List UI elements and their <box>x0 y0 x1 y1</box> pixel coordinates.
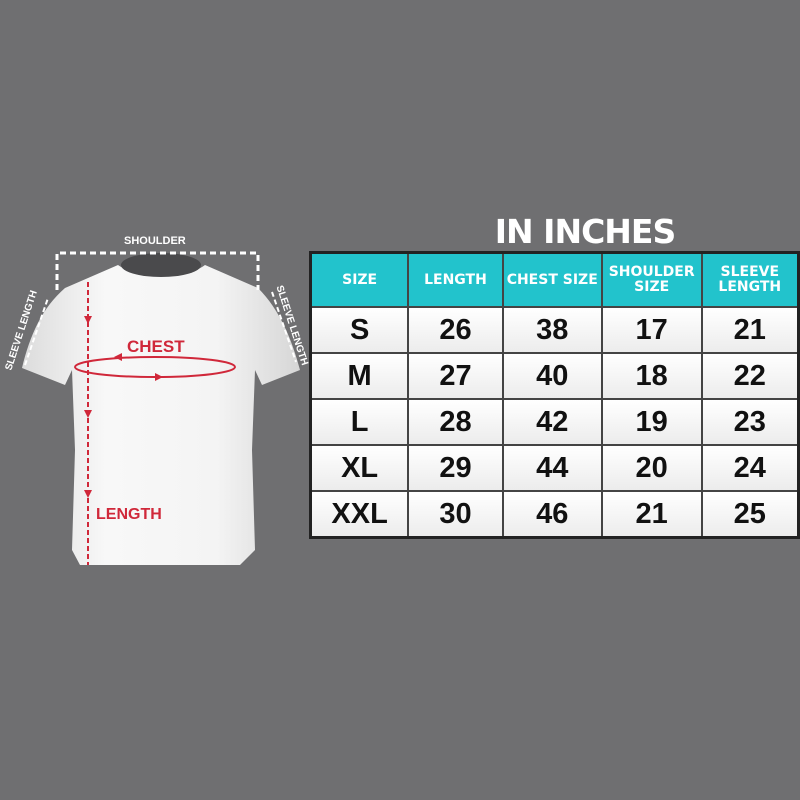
cell: XL <box>309 444 410 492</box>
cell: 19 <box>600 398 703 446</box>
cell: 40 <box>501 352 603 400</box>
header-size: SIZE <box>309 251 410 308</box>
shoulder-label: SHOULDER <box>124 235 186 247</box>
size-chart-table: SIZE LENGTH CHEST SIZE SHOULDER SIZE SLE… <box>309 251 800 539</box>
arrow-down-icon <box>84 316 92 324</box>
dashed-sleeve-left-line <box>24 297 49 366</box>
table-row: M 27 40 18 22 <box>309 352 800 400</box>
cell: 24 <box>700 444 800 492</box>
cell: 28 <box>407 398 504 446</box>
cell: 21 <box>600 490 703 539</box>
collar-inside <box>121 253 201 277</box>
cell: 22 <box>700 352 800 400</box>
tshirt-illustration <box>22 251 300 565</box>
dashed-sleeve-right-line <box>271 291 297 363</box>
arrow-down-icon <box>84 490 92 498</box>
table-title: IN INCHES <box>494 212 676 251</box>
table-row: XL 29 44 20 24 <box>309 444 800 492</box>
header-sleeve-length: SLEEVE LENGTH <box>700 251 800 308</box>
arrow-right-icon <box>155 373 163 381</box>
header-length: LENGTH <box>407 251 504 308</box>
cell: 26 <box>407 306 504 354</box>
chest-label: CHEST <box>127 337 185 356</box>
cell: 21 <box>700 306 800 354</box>
cell: 30 <box>407 490 504 539</box>
arrow-down-icon <box>84 410 92 418</box>
cell: 38 <box>501 306 603 354</box>
cell: 27 <box>407 352 504 400</box>
table-row: L 28 42 19 23 <box>309 398 800 446</box>
cell: 46 <box>501 490 603 539</box>
header-shoulder-size: SHOULDER SIZE <box>600 251 703 308</box>
arrow-left-icon <box>114 353 122 361</box>
length-label: LENGTH <box>96 506 162 523</box>
table-header-row: SIZE LENGTH CHEST SIZE SHOULDER SIZE SLE… <box>309 251 800 308</box>
cell: 20 <box>600 444 703 492</box>
cell: 44 <box>501 444 603 492</box>
cell: 42 <box>501 398 603 446</box>
cell: XXL <box>309 490 410 539</box>
cell: 25 <box>700 490 800 539</box>
table-row: XXL 30 46 21 25 <box>309 490 800 539</box>
cell: 29 <box>407 444 504 492</box>
cell: M <box>309 352 410 400</box>
cell: 23 <box>700 398 800 446</box>
cell: S <box>309 306 410 354</box>
table-row: S 26 38 17 21 <box>309 306 800 354</box>
cell: 17 <box>600 306 703 354</box>
cell: 18 <box>600 352 703 400</box>
header-chest-size: CHEST SIZE <box>501 251 603 308</box>
cell: L <box>309 398 410 446</box>
